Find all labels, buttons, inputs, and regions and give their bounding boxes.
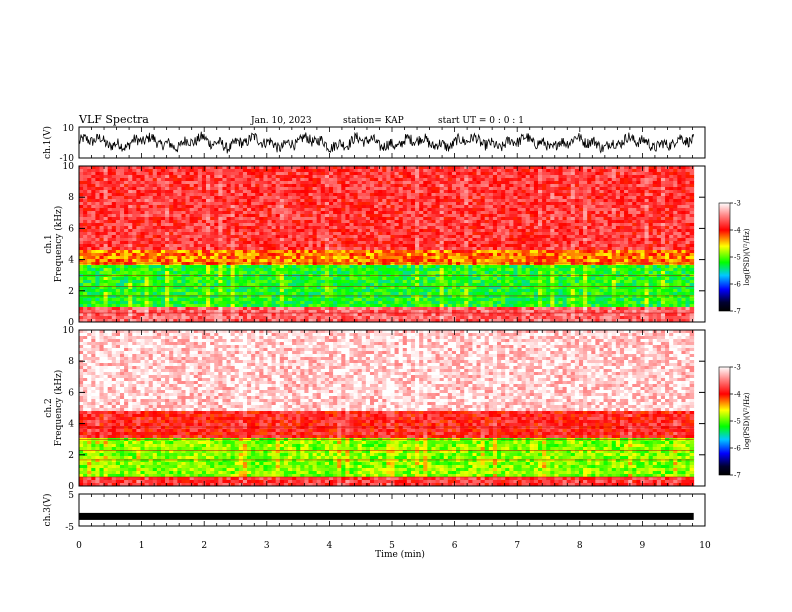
colorbar-tick-label: -4: [734, 227, 741, 235]
spectrogram-ytick-label: 4: [68, 420, 74, 430]
ch1-colorbar-ticks: -3 -4 -5 -6 -7: [730, 200, 741, 316]
ch1-colorbar-label: log(PSD)(V²/Hz): [743, 228, 751, 285]
ch2-colorbar-gradient: [719, 367, 730, 475]
figure-title: VLF Spectra: [78, 113, 149, 126]
colorbar-tick-label: -7: [734, 472, 741, 480]
header-date: Jan. 10, 2023: [250, 116, 312, 126]
ch1-waveform-ylabel: ch.1(V): [42, 126, 53, 159]
spectrogram-ytick-label: 6: [68, 388, 74, 398]
ch3-xtick-marks: [79, 494, 705, 526]
colorbar-tick-label: -5: [734, 254, 741, 262]
ch3-waveform-trace: [79, 513, 694, 520]
ch2-colorbar: -3 -4 -5 -6 -7 log(PSD)(V²/Hz): [719, 364, 751, 480]
ch2-spectrogram-ylabel-channel: ch.2: [44, 398, 54, 417]
spectrogram-ytick-label: 8: [68, 357, 74, 367]
ch1-colorbar: -3 -4 -5 -6 -7 log(PSD)(V²/Hz): [719, 200, 751, 316]
ch1-ytick-top: 10: [63, 124, 75, 134]
colorbar-tick-label: -7: [734, 308, 741, 316]
ch2-colorbar-label: log(PSD)(V²/Hz): [743, 392, 751, 449]
ch3-ytick-top: 5: [68, 491, 74, 501]
header-station: station= KAP: [343, 116, 404, 126]
ch1-waveform-panel: 10 -10 ch.1(V): [42, 124, 705, 164]
time-axis-tick-label: 4: [327, 541, 333, 551]
colorbar-tick-label: -3: [734, 364, 741, 372]
colorbar-tick-label: -6: [734, 281, 741, 289]
colorbar-tick-label: -6: [734, 445, 741, 453]
spectrogram-ytick-label: 6: [68, 224, 74, 234]
spectrogram-ytick-label: 10: [63, 326, 75, 336]
spectrogram-ytick-label: 10: [63, 162, 75, 172]
time-axis-tick-label: 0: [76, 541, 82, 551]
time-axis-tick-label: 10: [699, 541, 711, 551]
colorbar-tick-label: -3: [734, 200, 741, 208]
colorbar-tick-label: -5: [734, 418, 741, 426]
ch2-spectrogram-image: [79, 330, 694, 486]
figure-header: VLF Spectra Jan. 10, 2023 station= KAP s…: [78, 113, 524, 126]
ch2-spectrogram-ylabel-frequency: Frequency (kHz): [53, 370, 64, 447]
ch1-spectrogram-ylabel-frequency: Frequency (kHz): [53, 206, 64, 283]
ch1-spectrogram-ylabel-channel: ch.1: [44, 234, 54, 253]
spectrogram-ytick-label: 2: [68, 287, 74, 297]
colorbar-tick-label: -4: [734, 391, 741, 399]
ch1-waveform-trace: [79, 132, 694, 154]
time-axis-label: Time (min): [375, 549, 425, 560]
time-axis-tick-label: 1: [139, 541, 145, 551]
ch2-colorbar-ticks: -3 -4 -5 -6 -7: [730, 364, 741, 480]
spectrogram-ytick-label: 2: [68, 451, 74, 461]
ch1-spectrogram-image: [79, 166, 694, 322]
ch3-waveform-panel: 5 -5 ch.3(V) 0 1 2 3 4 5 6 7 8 9 10 Time (min): [42, 491, 711, 560]
spectrogram-ytick-label: 4: [68, 256, 74, 266]
header-start-time: start UT = 0 : 0 : 1: [438, 116, 524, 126]
time-axis-tick-label: 6: [452, 541, 458, 551]
time-axis-tick-label: 7: [514, 541, 520, 551]
time-axis-tick-label: 8: [577, 541, 583, 551]
vlf-spectra-figure: VLF Spectra Jan. 10, 2023 station= KAP s…: [0, 0, 792, 612]
time-axis-tick-label: 9: [640, 541, 646, 551]
ch3-waveform-ylabel: ch.3(V): [42, 494, 53, 527]
ch1-colorbar-gradient: [719, 203, 730, 311]
time-axis-tick-label: 2: [201, 541, 207, 551]
spectrogram-ytick-label: 8: [68, 193, 74, 203]
ch3-ytick-bottom: -5: [65, 523, 74, 533]
time-axis-tick-label: 3: [264, 541, 270, 551]
